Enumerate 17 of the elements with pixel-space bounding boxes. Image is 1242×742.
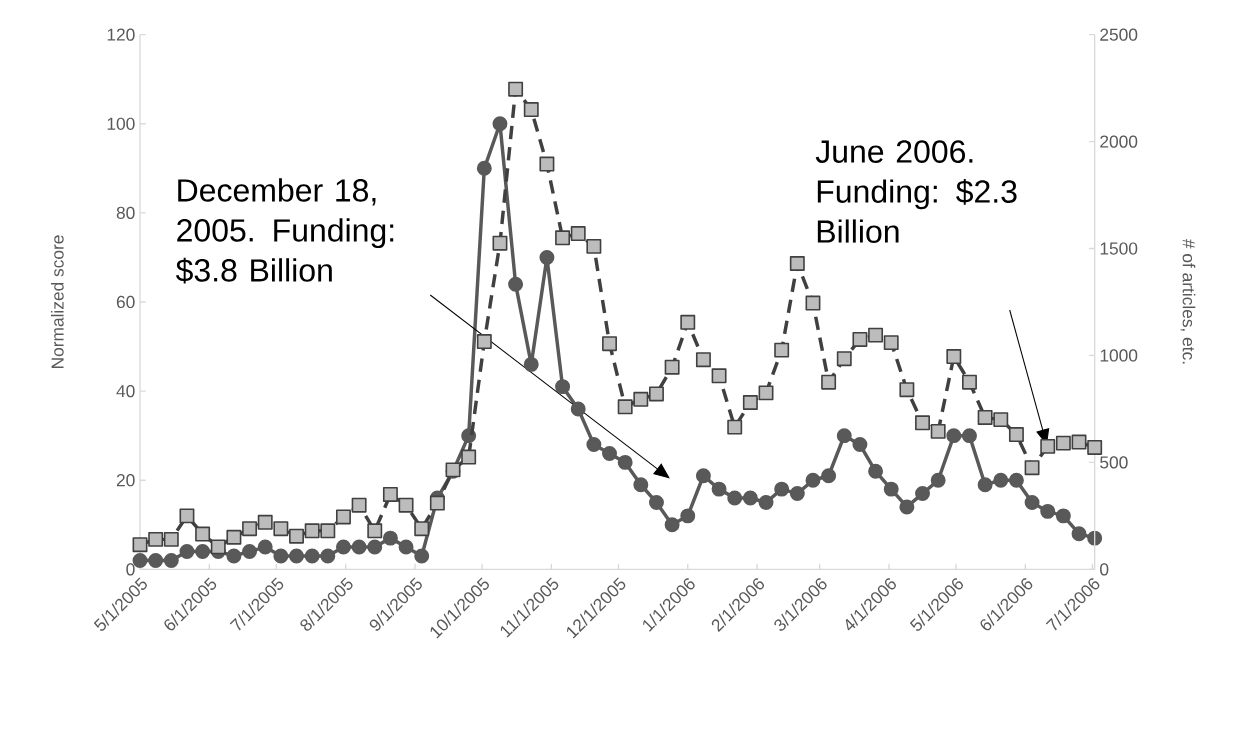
y-axis-title: Normalized score bbox=[50, 235, 64, 368]
y-tick-label: 80 bbox=[116, 206, 135, 220]
y2-axis-title: # of articles, etc. bbox=[1180, 238, 1196, 364]
y-tick-label: 40 bbox=[116, 384, 135, 398]
y2-tick-label: 0 bbox=[1100, 563, 1109, 576]
y-tick-label: 120 bbox=[107, 28, 135, 41]
y2-tick-label: 2500 bbox=[1100, 28, 1138, 41]
annotation: December 18, 2005. Funding: $3.8 Billion bbox=[175, 178, 394, 284]
y-tick-label: 20 bbox=[116, 474, 135, 487]
y2-tick-label: 1500 bbox=[1100, 242, 1138, 255]
y2-tick-label: 2000 bbox=[1100, 135, 1138, 148]
y-tick-label: 60 bbox=[116, 295, 135, 309]
y-tick-label: 0 bbox=[126, 563, 135, 576]
y-tick-label: 100 bbox=[107, 117, 135, 130]
y2-tick-label: 1000 bbox=[1100, 349, 1138, 362]
annotation: June 2006. Funding: $2.3 Billion bbox=[815, 140, 1017, 243]
y2-tick-label: 500 bbox=[1100, 456, 1128, 469]
